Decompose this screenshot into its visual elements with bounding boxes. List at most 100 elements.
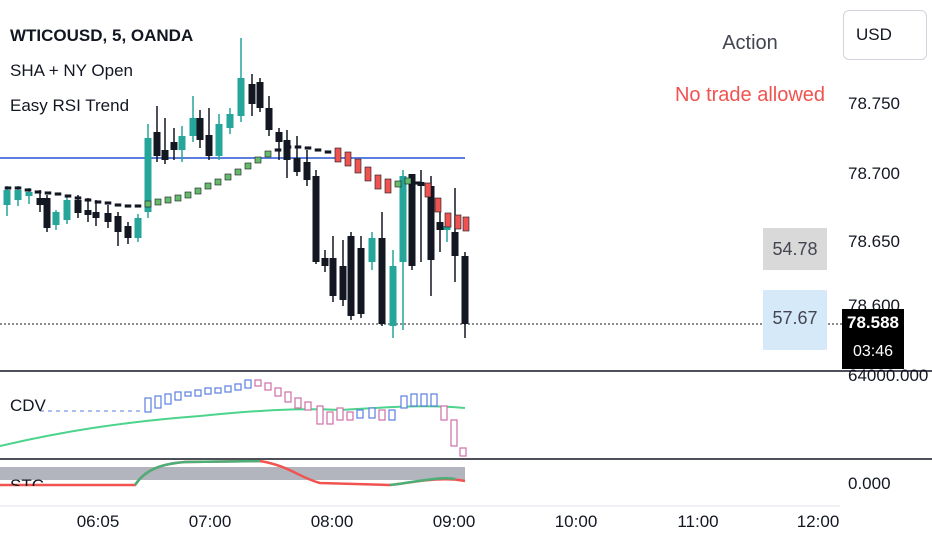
price-scale-label: 78.700 [848,164,900,183]
stc-line-green-2 [389,477,456,487]
heikin-ashi-marker [384,178,392,194]
heikin-ashi-group [4,145,470,232]
cdv-bar [154,395,162,409]
rsi-label-1: 54.78 [763,228,827,270]
candle-body [74,200,82,213]
symbol-title[interactable]: WTICOUSD, 5, OANDA [10,26,194,45]
cdv-pane-label[interactable]: CDV [10,396,46,415]
candle-body [178,136,186,150]
heikin-ashi-marker [434,197,442,213]
cdv-bar [326,411,334,425]
candle-body [14,190,22,200]
candle-body [389,266,397,326]
action-title: Action [722,32,778,54]
candle-body [205,135,213,156]
bar-countdown: 03:46 [852,343,894,360]
candle-body [256,82,264,108]
heikin-ashi-marker [204,182,212,190]
cdv-bar [378,409,386,421]
heikin-ashi-marker [324,150,332,154]
cdv-bar [204,387,212,395]
indicator-sha-ny-open[interactable]: SHA + NY Open [10,61,134,80]
candle-body [92,212,100,218]
currency-button[interactable]: USD [843,10,927,60]
heikin-ashi-marker [294,145,302,149]
heikin-ashi-marker [114,203,122,207]
heikin-ashi-marker [4,186,12,190]
candle-body [215,124,223,156]
indicator-easy-rsi-trend[interactable]: Easy RSI Trend [10,96,130,115]
candle-body [226,114,234,128]
candle-body [265,108,273,130]
candle-body [293,158,301,172]
cdv-bar [264,382,272,391]
candle-body [443,226,451,230]
heikin-ashi-marker [264,150,272,158]
cdv-bar [440,405,448,421]
candle-body [161,150,169,160]
heikin-ashi-marker [194,187,202,195]
price-scale-label: 78.650 [848,232,900,251]
stc-band [0,467,465,480]
heikin-ashi-marker [424,182,432,198]
cdv-group [0,379,467,457]
current-price-value: 78.588 [847,313,899,332]
cdv-bar [420,393,428,407]
stc-pane-label[interactable]: STC [10,476,44,486]
cdv-bar [194,389,202,397]
cdv-ma-line [0,405,466,447]
candle-body [329,258,337,296]
cdv-bar [388,409,396,421]
cdv-bar [410,393,418,407]
heikin-ashi-marker [314,148,322,152]
cdv-bar [254,379,262,387]
stc-scale-label: 0.000 [848,474,891,493]
heikin-ashi-marker [14,186,22,190]
candle-body [408,174,416,266]
heikin-ashi-marker [244,162,252,170]
heikin-ashi-marker [414,181,422,185]
candle-body [63,200,71,220]
candle-body [312,176,320,262]
candle-body [378,238,386,324]
cdv-bar [400,395,408,409]
candle-body [347,236,355,316]
time-axis-label: 07:00 [188,512,232,531]
time-axis-label: 11:00 [677,512,719,531]
heikin-ashi-marker [44,191,52,195]
heikin-ashi-marker [462,216,470,232]
heikin-ashi-marker [124,204,132,208]
cdv-bar [274,387,282,397]
heikin-ashi-marker [274,148,282,152]
cdv-bar [336,407,344,421]
heikin-ashi-marker [374,174,382,190]
time-axis-label: 10:00 [554,512,598,531]
heikin-ashi-marker [254,156,262,164]
time-axis-label: 09:00 [432,512,476,531]
cdv-bar [459,447,467,457]
cdv-scale-label: 64000.000 [848,366,929,385]
heikin-ashi-marker [184,191,192,199]
cdv-bar [356,409,364,419]
heikin-ashi-marker [344,151,352,167]
candle-body [368,238,376,262]
candle-body [399,176,407,262]
candle-body [451,232,459,256]
candle-body [275,132,283,142]
candle-body [321,258,329,266]
candle-body [427,186,435,260]
candle-body [3,190,11,205]
heikin-ashi-marker [284,145,292,149]
cdv-bar [346,411,354,421]
heikin-ashi-marker [164,196,172,204]
action-value: No trade allowed [674,84,826,106]
heikin-ashi-marker [34,190,42,194]
heikin-ashi-marker [64,194,72,198]
heikin-ashi-marker [74,196,82,200]
heikin-ashi-marker [84,198,92,202]
candle-body [339,266,347,300]
cdv-bar [164,393,172,405]
heikin-ashi-marker [404,177,412,185]
cdv-bar [294,397,302,409]
